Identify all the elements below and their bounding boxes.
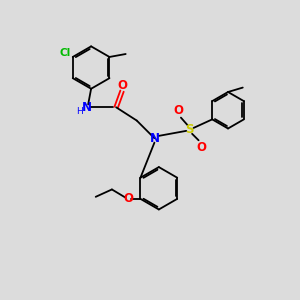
Text: Cl: Cl [60,48,71,59]
Text: O: O [123,192,133,206]
Text: O: O [174,104,184,117]
Text: O: O [118,79,128,92]
Text: O: O [196,141,206,154]
Text: N: N [82,101,92,114]
Text: H: H [76,106,83,116]
Text: N: N [149,132,159,145]
Text: S: S [185,123,194,136]
